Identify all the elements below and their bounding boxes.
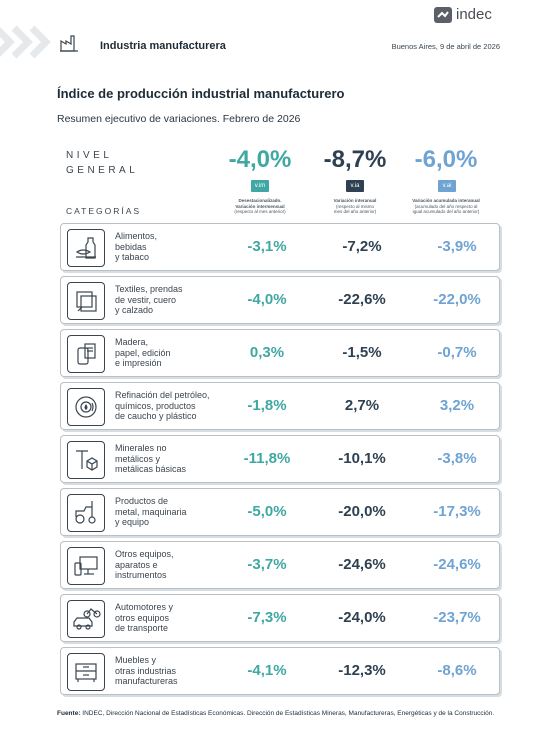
value-ia: -24,0% (338, 609, 386, 626)
value-im: -3,1% (247, 238, 287, 255)
value-ai: -0,7% (437, 344, 477, 361)
factory-icon (58, 32, 80, 54)
value-ai: -24,6% (433, 556, 481, 573)
nivel-general-label: NIVEL GENERAL (66, 150, 139, 176)
textile-icon (67, 282, 105, 320)
category-label: Automotores y otros equipos de transport… (115, 602, 174, 634)
category-label: Refinación del petróleo, químicos, produ… (115, 390, 210, 422)
value-ai: -17,3% (433, 503, 481, 520)
summary-value-ai: -6,0% (414, 146, 478, 173)
category-row-oil-chemicals: Refinación del petróleo, químicos, produ… (60, 382, 500, 430)
category-row-metal-machinery: Productos de metal, maquinaria y equipo … (60, 488, 500, 536)
indec-logo-icon (434, 6, 452, 23)
value-im: -7,3% (247, 609, 287, 626)
value-im: -11,8% (243, 450, 291, 467)
note-im: Desestacionalizado. Variación intermensu… (234, 198, 286, 214)
document-title: Índice de producción industrial manufact… (57, 86, 345, 101)
category-row-textiles: Textiles, prendas de vestir, cuero y cal… (60, 276, 500, 324)
summary-value-ia: -8,7% (323, 146, 387, 173)
tractor-icon (67, 494, 105, 532)
vehicles-icon (67, 600, 105, 638)
document-subtitle: Resumen ejecutivo de variaciones. Febrer… (57, 113, 301, 125)
value-ai: 3,2% (439, 397, 475, 414)
category-row-furniture: Muebles y otras industrias manufacturera… (60, 647, 500, 695)
value-ia: -7,2% (342, 238, 382, 255)
devices-icon (67, 547, 105, 585)
note-ia: Variación interanual (respecto al mismo … (333, 198, 377, 214)
category-label: Otros equipos, aparatos e instrumentos (115, 549, 174, 581)
category-row-food: Alimentos, bebidas y tabaco -3,1% -7,2% … (60, 223, 500, 271)
category-label: Productos de metal, maquinaria y equipo (115, 496, 187, 528)
category-row-wood-paper: Madera, papel, edición e impresión 0,3% … (60, 329, 500, 377)
category-label: Textiles, prendas de vestir, cuero y cal… (115, 284, 183, 316)
category-label: Madera, papel, edición e impresión (115, 337, 171, 369)
logo-text: indec (456, 6, 492, 23)
summary-value-im: -4,0% (228, 146, 292, 173)
indec-logo: indec (434, 6, 492, 23)
value-im: -5,0% (247, 503, 287, 520)
value-ai: -3,9% (437, 238, 477, 255)
value-ia: -20,0% (338, 503, 386, 520)
value-ia: -10,1% (338, 450, 386, 467)
value-ai: -8,6% (437, 662, 477, 679)
value-ai: -23,7% (433, 609, 481, 626)
minerals-icon (67, 441, 105, 479)
value-ai: -3,8% (437, 450, 477, 467)
food-icon (67, 229, 105, 267)
value-im: 0,3% (249, 344, 285, 361)
value-im: -1,8% (247, 397, 287, 414)
tag-v-ai: v.ai (438, 180, 456, 192)
category-row-other-equipment: Otros equipos, aparatos e instrumentos -… (60, 541, 500, 589)
header-date: Buenos Aires, 9 de abril de 2026 (391, 42, 500, 51)
header-title: Industria manufacturera (100, 40, 226, 52)
value-ia: -12,3% (338, 662, 386, 679)
value-ai: -22,0% (433, 291, 481, 308)
value-ia: 2,7% (344, 397, 380, 414)
value-ia: -1,5% (342, 344, 382, 361)
tag-v-im: v.im (251, 180, 269, 192)
value-im: -3,7% (247, 556, 287, 573)
category-row-vehicles: Automotores y otros equipos de transport… (60, 594, 500, 642)
category-row-minerals: Minerales no metálicos y metálicas básic… (60, 435, 500, 483)
wood-paper-icon (67, 335, 105, 373)
value-ia: -24,6% (338, 556, 386, 573)
value-im: -4,0% (247, 291, 287, 308)
decorative-arrows (0, 22, 70, 68)
category-label: Muebles y otras industrias manufacturera… (115, 655, 178, 687)
category-label: Alimentos, bebidas y tabaco (115, 231, 158, 263)
category-label: Minerales no metálicos y metálicas básic… (115, 443, 187, 475)
value-im: -4,1% (247, 662, 287, 679)
categories-label: CATEGORÍAS (66, 206, 142, 216)
value-ia: -22,6% (338, 291, 386, 308)
oil-chemicals-icon (67, 388, 105, 426)
tag-v-ia: v.ia (346, 180, 364, 192)
note-ai: Variación acumulada interanual (acumulad… (412, 198, 480, 214)
footer-source: Fuente: INDEC, Dirección Nacional de Est… (57, 710, 495, 717)
furniture-icon (67, 653, 105, 691)
